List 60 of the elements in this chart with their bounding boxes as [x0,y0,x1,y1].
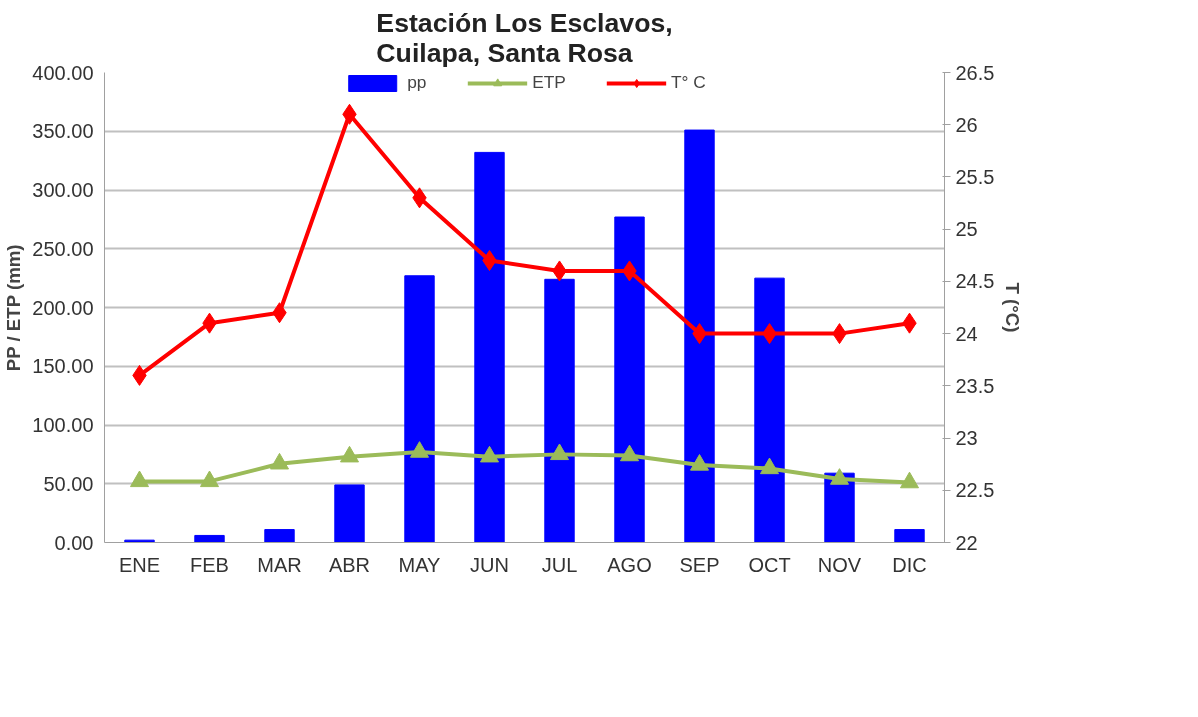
x-tick-label: DIC [892,553,927,576]
y-tick-label: 350.00 [32,120,94,143]
legend-label: ETP [532,72,566,93]
bar [404,275,435,543]
y-tick-label: 0.00 [54,531,94,554]
y2-axis-title: T (°C) [1002,282,1024,333]
bar [264,529,295,543]
bar [894,529,925,543]
x-tick-label: NOV [817,553,862,576]
point [340,445,359,463]
point [550,443,569,461]
point [200,470,219,488]
y2-tick-label: 26 [955,113,978,136]
y-tick-label: 50.00 [43,472,94,495]
y2-tick-label: 23.5 [955,374,995,397]
y-tick-label: 200.00 [32,296,94,319]
legend-label: pp [407,72,428,93]
x-tick-label: ABR [328,553,371,576]
y-tick-label: 400.00 [32,61,94,84]
chart-title: Estación Los Esclavos, Cuilapa, Santa Rosa [376,7,673,68]
y2-tick-label: 24.5 [955,270,995,293]
bar [474,151,505,543]
x-tick-label: OCT [748,553,791,576]
point [760,457,779,475]
y2-tick-label: 25 [955,218,978,241]
bar [684,129,715,543]
point [900,471,919,489]
bar [614,216,645,543]
point [480,445,499,463]
point [690,454,709,471]
y-tick-label: 300.00 [32,179,94,201]
x-tick-label: JUN [470,553,509,576]
bar [544,278,575,543]
point [830,468,849,485]
y-tick-label: 250.00 [32,237,94,260]
bar [754,277,785,543]
x-tick-label: SEP [679,553,720,576]
x-tick-label: FEB [190,553,229,576]
y2-tick-label: 25.5 [955,165,995,188]
point [620,444,639,462]
x-tick-label: MAY [398,553,441,576]
y-axis-title: PP / ETP (mm) [3,244,25,372]
x-tick-label: MAR [257,553,302,576]
y2-tick-label: 23 [955,427,978,450]
x-tick-label: JUL [541,553,578,576]
x-tick-label: AGO [607,553,652,576]
y-tick-label: 100.00 [32,414,94,436]
y2-tick-label: 22.5 [955,479,995,502]
y2-tick-label: 22 [955,531,978,554]
x-tick-label: ENE [118,553,161,576]
legend-label: T° C [670,72,706,93]
bar [194,534,225,543]
point [482,250,497,271]
point [410,441,429,458]
y2-tick-label: 26.5 [955,61,995,84]
bar [334,484,365,543]
y-tick-label: 150.00 [32,355,94,378]
point [270,452,289,470]
y2-tick-label: 24 [955,322,978,345]
point [130,470,149,488]
